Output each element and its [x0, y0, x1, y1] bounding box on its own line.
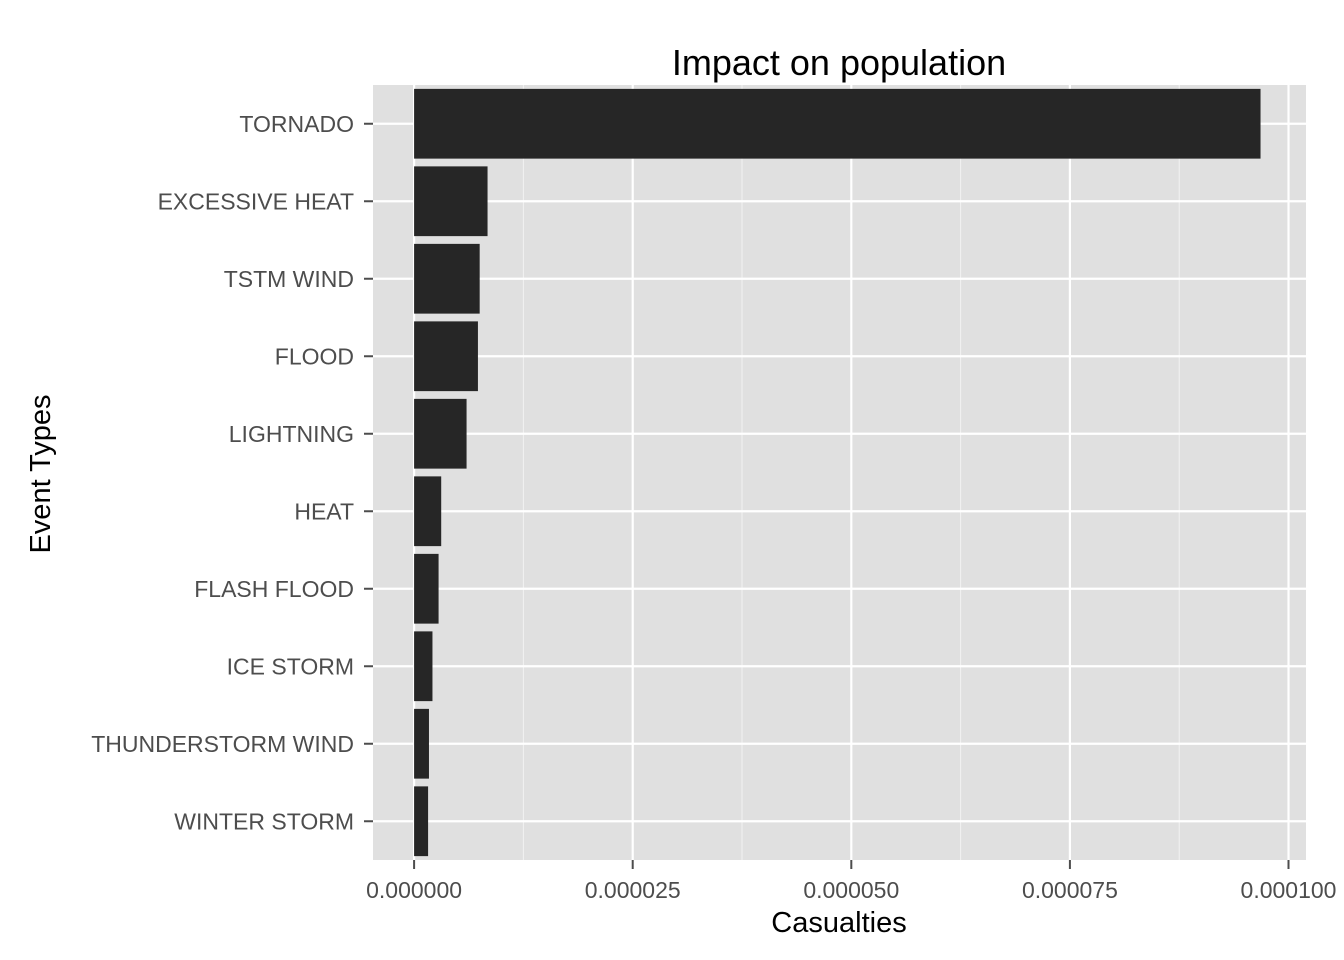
bar	[414, 398, 467, 469]
y-tick-label: FLASH FLOOD	[194, 576, 354, 602]
y-tick-label: WINTER STORM	[174, 808, 354, 834]
y-axis: TORNADO EXCESSIVE HEAT TSTM WIND FLOOD LIGHT…	[91, 111, 373, 834]
y-tick-label: THUNDERSTORM WIND	[91, 731, 354, 757]
x-axis: 0.000000 0.000025 0.000050 0.000075 0.000100	[366, 860, 1336, 903]
bar	[414, 631, 433, 702]
y-tick-label: TSTM WIND	[224, 266, 354, 292]
bar	[414, 88, 1261, 159]
y-tick-label: HEAT	[294, 498, 354, 524]
x-tick-label: 0.000075	[1022, 877, 1118, 903]
plot-panel	[373, 85, 1306, 860]
x-tick-label: 0.000100	[1241, 877, 1337, 903]
bar	[414, 786, 429, 857]
chart-title: Impact on population	[672, 42, 1006, 83]
y-tick-label: LIGHTNING	[229, 421, 354, 447]
bar	[414, 166, 488, 237]
y-axis-title: Event Types	[25, 394, 57, 553]
y-tick-label: EXCESSIVE HEAT	[158, 188, 354, 214]
x-tick-label: 0.000050	[803, 877, 899, 903]
y-tick-label: TORNADO	[239, 111, 354, 137]
x-tick-label: 0.000000	[366, 877, 462, 903]
bar	[414, 476, 442, 547]
bar	[414, 321, 478, 392]
bar	[414, 708, 429, 779]
bars	[414, 88, 1261, 857]
bar	[414, 553, 439, 624]
x-axis-title: Casualties	[771, 907, 906, 939]
y-tick-label: ICE STORM	[227, 653, 354, 679]
x-tick-label: 0.000025	[585, 877, 681, 903]
bar	[414, 243, 480, 314]
y-tick-label: FLOOD	[275, 343, 354, 369]
